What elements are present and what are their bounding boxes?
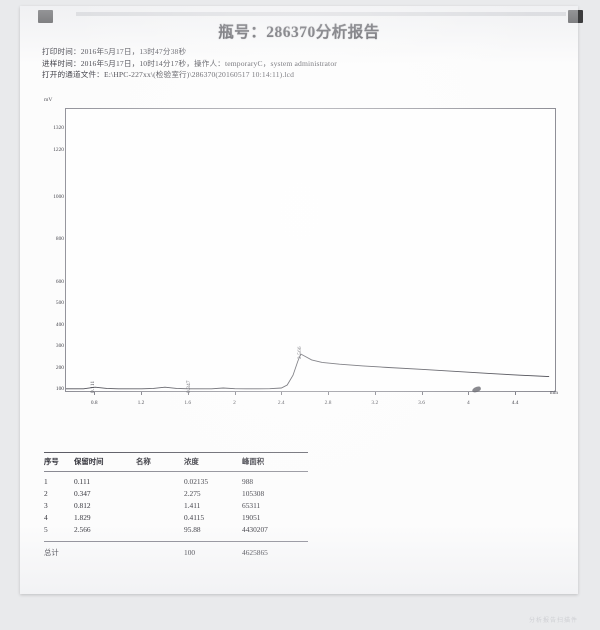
x-axis-tick-label: 2.4 bbox=[277, 400, 285, 406]
chromatogram-chart: mV 1320 1220 1000 800 600 500 400 300 200 100 0.1… bbox=[42, 94, 558, 416]
cell-area: 988 bbox=[242, 477, 254, 486]
table-row: 4 1.829 0.4115 19051 bbox=[44, 512, 308, 524]
y-axis-tick-label: 1320 bbox=[42, 126, 68, 131]
x-axis-tick-label: 3.2 bbox=[371, 400, 379, 406]
total-name bbox=[136, 547, 184, 559]
cell-name bbox=[136, 500, 184, 512]
cell-concentration: 95.88 bbox=[184, 525, 201, 534]
report-page: 瓶号：286370分析报告 打印时间：2016年5月17日，13时47分38秒 … bbox=[20, 6, 583, 594]
x-axis-tick-label: 4 bbox=[466, 400, 470, 406]
x-axis-tick-mark bbox=[328, 392, 330, 395]
cell-name bbox=[136, 476, 184, 488]
table-row: 5 2.566 95.88 4430207 bbox=[44, 524, 308, 536]
cell-name bbox=[136, 488, 184, 500]
header-retention-time: 保留时间 bbox=[74, 457, 104, 466]
table-header: 序号 保留时间 名称 浓度 峰面积 bbox=[44, 453, 308, 471]
x-axis-tick-label: 1.2 bbox=[137, 400, 145, 406]
x-axis-tick-mark bbox=[468, 392, 470, 395]
x-axis-unit-label: min bbox=[549, 390, 558, 396]
plot-area: 0.111 0.347 2.566 bbox=[65, 108, 556, 394]
cell-area: 4430207 bbox=[242, 525, 268, 534]
x-axis-tick-label: 1.6 bbox=[184, 400, 192, 406]
table-row: 2 0.347 2.275 105308 bbox=[44, 488, 308, 500]
cell-concentration: 0.02135 bbox=[184, 477, 209, 486]
table-total-row: 总计 100 4625865 bbox=[44, 542, 308, 559]
x-axis-tick-label: 4.4 bbox=[511, 400, 519, 406]
cell-index: 4 bbox=[44, 513, 48, 522]
y-axis-tick-label: 500 bbox=[42, 301, 68, 306]
meta-injection-time: 进样时间：2016年5月17日，10时14分17秒，操作人：temporaryC… bbox=[42, 58, 337, 68]
cell-name bbox=[136, 524, 184, 536]
cell-concentration: 1.411 bbox=[184, 501, 201, 510]
x-axis-tick-label: 0.8 bbox=[90, 400, 98, 406]
meta-print-time: 打印时间：2016年5月17日，13时47分38秒 bbox=[42, 47, 187, 56]
total-concentration: 100 bbox=[184, 548, 196, 557]
chromatogram-trace bbox=[66, 353, 550, 390]
peak-label: 0.111 bbox=[90, 380, 97, 394]
meta-channel-file: 打开的通道文件：E:\HPC-227xx\(检验室行)\286370(20160… bbox=[42, 70, 295, 80]
header-area: 峰面积 bbox=[242, 457, 265, 466]
x-axis-tick-label: 2 bbox=[233, 400, 236, 406]
header-name: 名称 bbox=[136, 457, 151, 466]
y-axis-unit-label: mV bbox=[44, 97, 53, 103]
scan-watermark: 分析报告扫描件 bbox=[528, 618, 578, 624]
cell-index: 2 bbox=[44, 489, 48, 498]
peak-results-table: 序号 保留时间 名称 浓度 峰面积 1 0.111 0.02135 988 2 0.347… bbox=[44, 452, 308, 559]
page-surface: 瓶号：286370分析报告 打印时间：2016年5月17日，13时47分38秒 … bbox=[20, 6, 583, 594]
table-body: 1 0.111 0.02135 988 2 0.347 2.275 105308 3 0.812 1… bbox=[44, 472, 308, 541]
cell-area: 105308 bbox=[242, 489, 265, 498]
x-axis-tick-mark bbox=[421, 392, 423, 395]
header-index: 序号 bbox=[44, 457, 59, 466]
peak-label: 2.566 bbox=[296, 346, 303, 359]
y-axis-tick-label: 100 bbox=[42, 386, 68, 392]
cell-retention-time: 2.566 bbox=[74, 525, 91, 534]
scanner-clip-bar bbox=[76, 12, 566, 16]
table-row: 1 0.111 0.02135 988 bbox=[44, 476, 308, 488]
cell-retention-time: 0.111 bbox=[74, 477, 91, 486]
cell-concentration: 2.275 bbox=[184, 489, 201, 498]
report-metadata: 打印时间：2016年5月17日，13时47分38秒 进样时间：2016年5月17… bbox=[42, 46, 542, 81]
cell-concentration: 0.4115 bbox=[184, 513, 205, 522]
y-axis-tick-label: 300 bbox=[42, 343, 68, 349]
x-axis-tick-mark bbox=[234, 392, 236, 395]
y-axis-tick-label: 1220 bbox=[42, 147, 68, 153]
cell-index: 5 bbox=[44, 525, 48, 534]
total-retention-time bbox=[74, 547, 136, 559]
x-axis-tick-mark bbox=[187, 392, 189, 395]
cell-area: 19051 bbox=[242, 513, 261, 522]
x-axis-tick-mark bbox=[94, 392, 96, 395]
y-axis-tick-label: 1000 bbox=[42, 194, 68, 200]
cell-index: 1 bbox=[44, 477, 48, 486]
y-axis-tick-label: 600 bbox=[42, 279, 68, 285]
cell-retention-time: 1.829 bbox=[74, 513, 91, 522]
cell-retention-time: 0.347 bbox=[74, 489, 91, 498]
x-axis-tick-label: 2.8 bbox=[324, 400, 332, 406]
report-title: 瓶号：286370分析报告 bbox=[218, 24, 380, 41]
cell-index: 3 bbox=[44, 501, 48, 510]
x-axis-tick-mark bbox=[281, 392, 283, 395]
header-concentration: 浓度 bbox=[184, 457, 199, 466]
x-axis-tick-mark bbox=[515, 392, 517, 395]
table-header-row: 序号 保留时间 名称 浓度 峰面积 bbox=[44, 453, 308, 471]
total-area: 4625865 bbox=[242, 548, 268, 557]
y-axis-tick-label: 400 bbox=[42, 322, 68, 328]
cell-name bbox=[136, 512, 184, 524]
y-axis-tick-label: 800 bbox=[42, 237, 68, 242]
x-axis-tick-mark bbox=[374, 392, 376, 395]
table-footer: 总计 100 4625865 bbox=[44, 542, 308, 559]
table-row: 3 0.812 1.411 65311 bbox=[44, 500, 308, 512]
cell-area: 65311 bbox=[242, 501, 261, 510]
x-axis-tick-mark bbox=[140, 392, 142, 395]
x-axis-tick-label: 3.6 bbox=[418, 400, 425, 406]
total-label: 总计 bbox=[44, 548, 59, 557]
cell-retention-time: 0.812 bbox=[74, 501, 91, 510]
y-axis-tick-label: 200 bbox=[42, 365, 68, 371]
